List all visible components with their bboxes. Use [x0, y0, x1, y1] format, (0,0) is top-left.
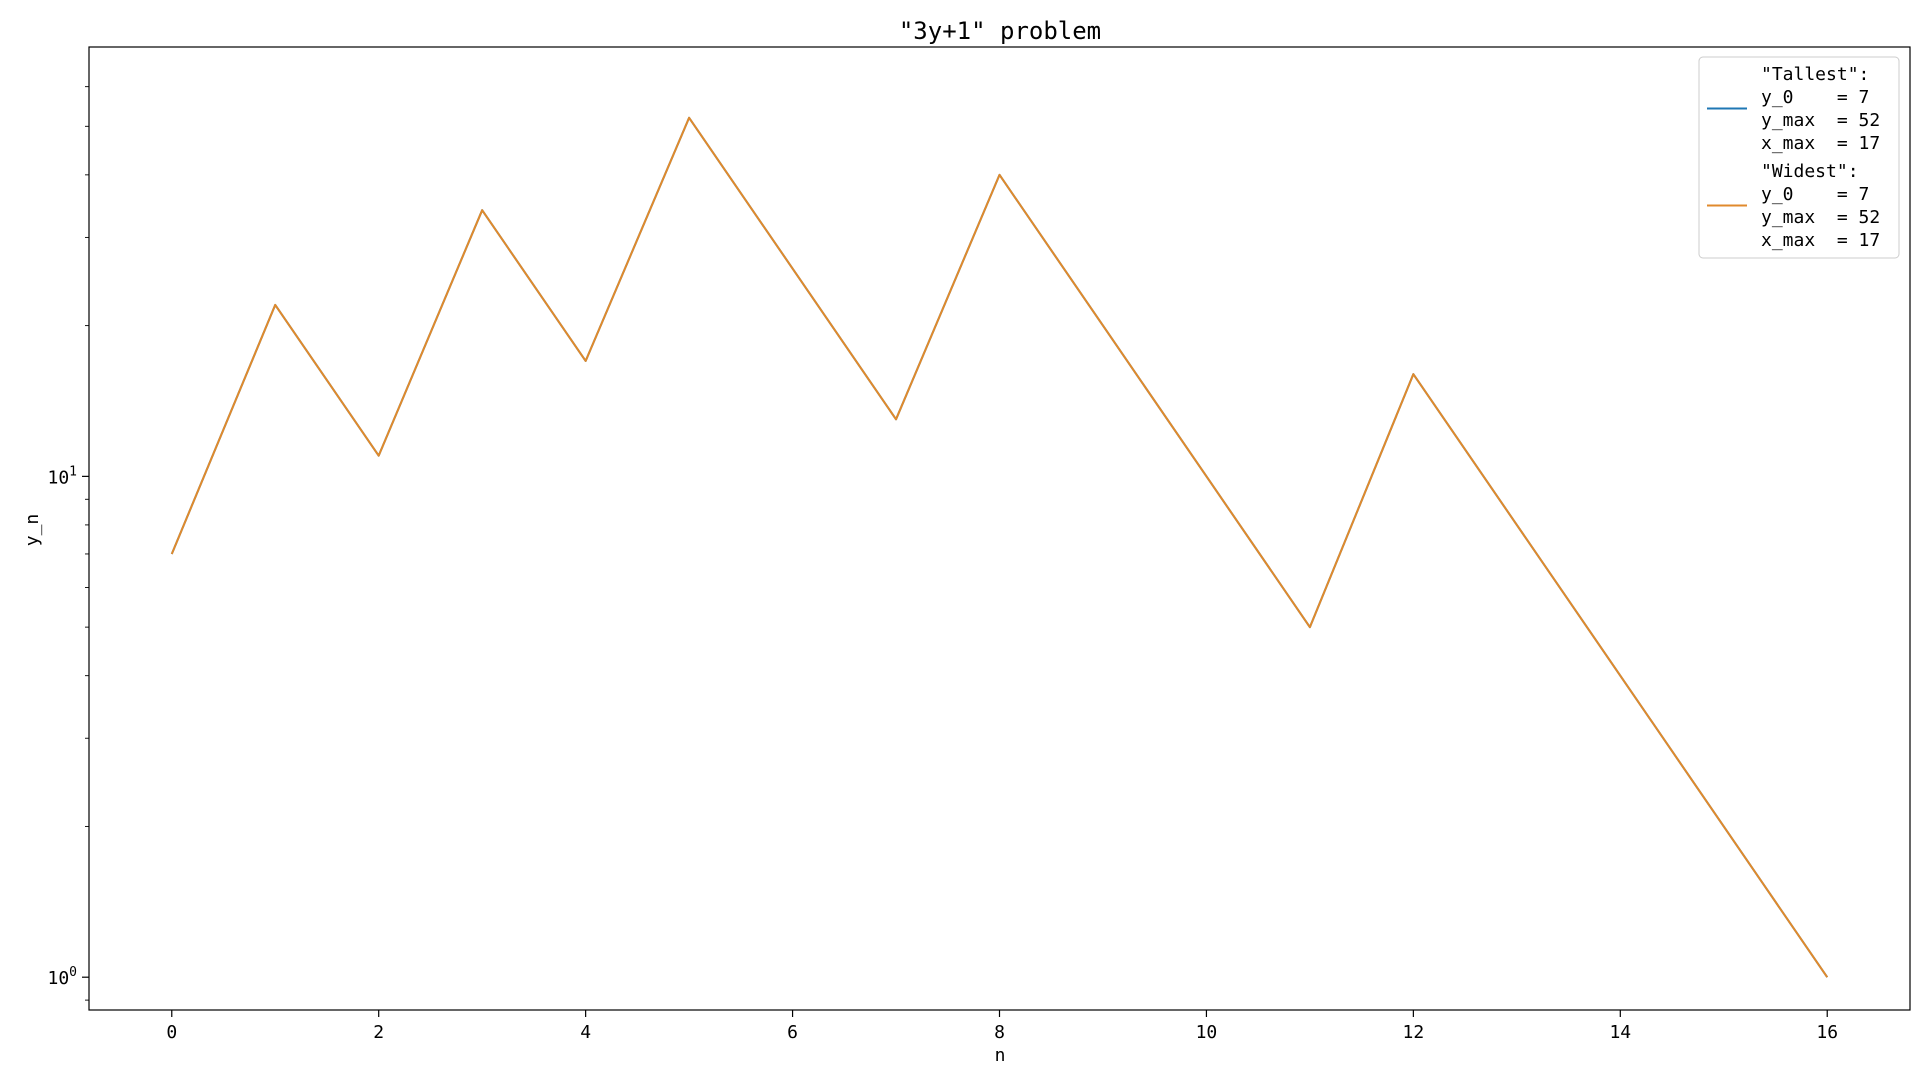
series-line-1 [170, 116, 1829, 978]
x-tick-label: 2 [373, 1022, 384, 1043]
legend-box [1698, 56, 1900, 259]
series-line-0 [170, 116, 1829, 978]
legend-label-line: "Tallest": [1761, 64, 1869, 85]
y-axis: 100 101 [47, 86, 89, 1001]
x-tick-label: 6 [787, 1022, 798, 1043]
x-axis-label: n [995, 1045, 1006, 1066]
legend-label-line: "Widest": [1761, 161, 1859, 182]
legend: "Tallest":y_0 = 7y_max = 52x_max = 17"Wi… [1698, 56, 1900, 259]
x-tick-label: 8 [994, 1022, 1005, 1043]
y-tick-label: 101 [47, 464, 77, 488]
legend-label-line: y_max = 52 [1761, 110, 1880, 131]
x-tick-label: 14 [1609, 1022, 1631, 1043]
y-axis-label: y_n [22, 514, 43, 547]
legend-label-line: y_0 = 7 [1761, 87, 1869, 108]
x-tick-label: 10 [1196, 1022, 1218, 1043]
chart-title: "3y+1" problem [899, 17, 1101, 45]
legend-label-line: x_max = 17 [1761, 133, 1880, 154]
legend-label-line: y_0 = 7 [1761, 184, 1869, 205]
x-tick-label: 12 [1403, 1022, 1425, 1043]
series-layer [170, 116, 1829, 978]
x-tick-label: 4 [580, 1022, 591, 1043]
y-tick-label: 100 [47, 965, 77, 989]
x-tick-label: 16 [1816, 1022, 1838, 1043]
legend-label-line: y_max = 52 [1761, 207, 1880, 228]
legend-label-line: x_max = 17 [1761, 230, 1880, 251]
x-axis: 0 2 4 6 8 10 12 14 16 [166, 1010, 1838, 1043]
x-tick-label: 0 [166, 1022, 177, 1043]
plot-area [88, 46, 1911, 1011]
